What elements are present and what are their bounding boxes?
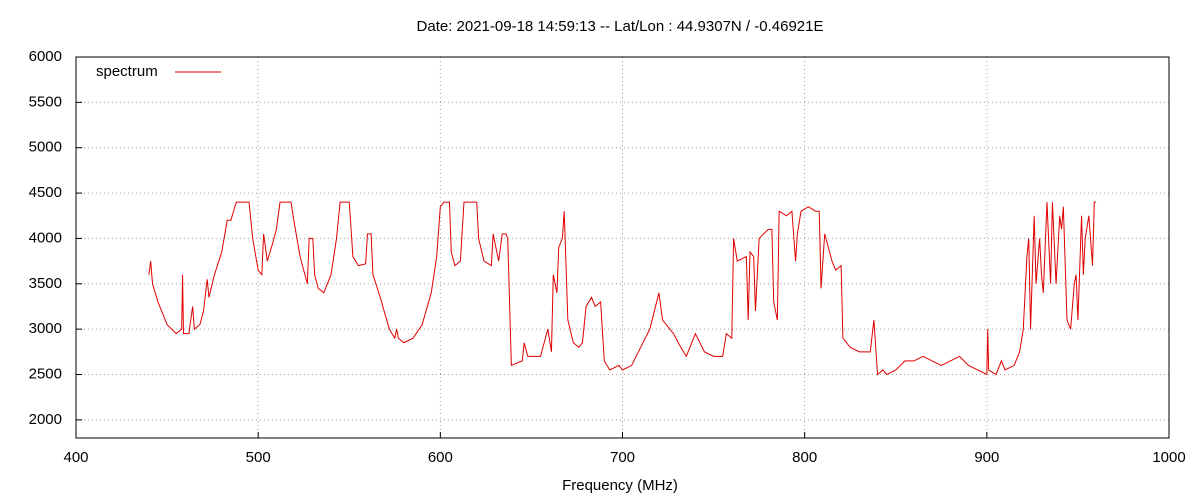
y-tick-label: 4500 (29, 184, 62, 201)
x-tick-label: 600 (428, 449, 453, 466)
x-tick-label: 1000 (1152, 449, 1185, 466)
y-tick-label: 6000 (29, 48, 62, 65)
plot-frame (75, 56, 1170, 439)
y-tick-label: 2500 (29, 365, 62, 382)
x-tick-label: 500 (246, 449, 271, 466)
y-tick-label: 5000 (29, 139, 62, 156)
y-tick-label: 3000 (29, 320, 62, 337)
x-tick-label: 800 (792, 449, 817, 466)
x-axis-label: Frequency (MHz) (562, 477, 678, 494)
data-line (148, 201, 1097, 376)
y-tick-label: 2000 (29, 411, 62, 428)
x-tick-label: 400 (63, 449, 88, 466)
y-tick-label: 5500 (29, 93, 62, 110)
legend-label: spectrum (96, 63, 158, 80)
chart-title: Date: 2021-09-18 14:59:13 -- Lat/Lon : 4… (417, 18, 824, 35)
x-tick-label: 700 (610, 449, 635, 466)
x-tick-label: 900 (974, 449, 999, 466)
y-tick-label: 3500 (29, 275, 62, 292)
y-tick-label: 4000 (29, 229, 62, 246)
